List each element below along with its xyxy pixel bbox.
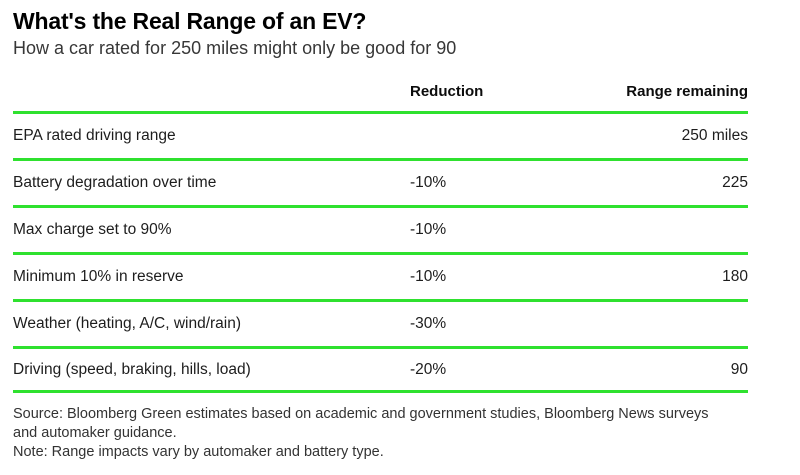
table-row-battery-degradation: Battery degradation over time -10% 225 [13, 158, 748, 205]
table-row-epa-rated-range: EPA rated driving range 250 miles [13, 111, 748, 158]
column-header-blank [13, 83, 410, 101]
row-remaining-value: 180 [722, 268, 748, 285]
row-label: Weather (heating, A/C, wind/rain) [13, 315, 242, 332]
table-header-row: Reduction Range remaining [13, 83, 748, 111]
table-row-driving: Driving (speed, braking, hills, load) -2… [13, 346, 748, 393]
row-reduction-value: -10% [410, 221, 447, 238]
row-label: Battery degradation over time [13, 174, 217, 191]
row-label: EPA rated driving range [13, 127, 176, 144]
column-header-range-remaining: Range remaining [626, 83, 748, 100]
footnote-block: Source: Bloomberg Green estimates based … [13, 405, 735, 462]
table-row-weather: Weather (heating, A/C, wind/rain) -30% [13, 299, 748, 346]
row-reduction-value: -10% [410, 174, 447, 191]
row-remaining-value: 250 miles [681, 127, 748, 144]
range-note: Note: Range impacts vary by automaker an… [13, 444, 384, 460]
source-note: Source: Bloomberg Green estimates based … [13, 406, 709, 441]
ev-range-table: Reduction Range remaining EPA rated driv… [13, 83, 748, 393]
row-label: Minimum 10% in reserve [13, 268, 184, 285]
ev-range-graphic: What's the Real Range of an EV? How a ca… [13, 8, 748, 462]
row-remaining-value: 90 [730, 360, 748, 378]
page-subtitle: How a car rated for 250 miles might only… [13, 38, 457, 58]
row-label: Max charge set to 90% [13, 221, 172, 238]
table-row-reserve: Minimum 10% in reserve -10% 180 [13, 252, 748, 299]
page-title: What's the Real Range of an EV? [13, 8, 367, 34]
row-reduction-value: -10% [410, 268, 447, 285]
row-remaining-value: 225 [722, 174, 748, 191]
column-header-reduction: Reduction [410, 83, 484, 100]
row-reduction-value: -20% [410, 360, 447, 378]
table-row-max-charge: Max charge set to 90% -10% [13, 205, 748, 252]
row-label: Driving (speed, braking, hills, load) [13, 360, 251, 378]
row-reduction-value: -30% [410, 315, 447, 332]
